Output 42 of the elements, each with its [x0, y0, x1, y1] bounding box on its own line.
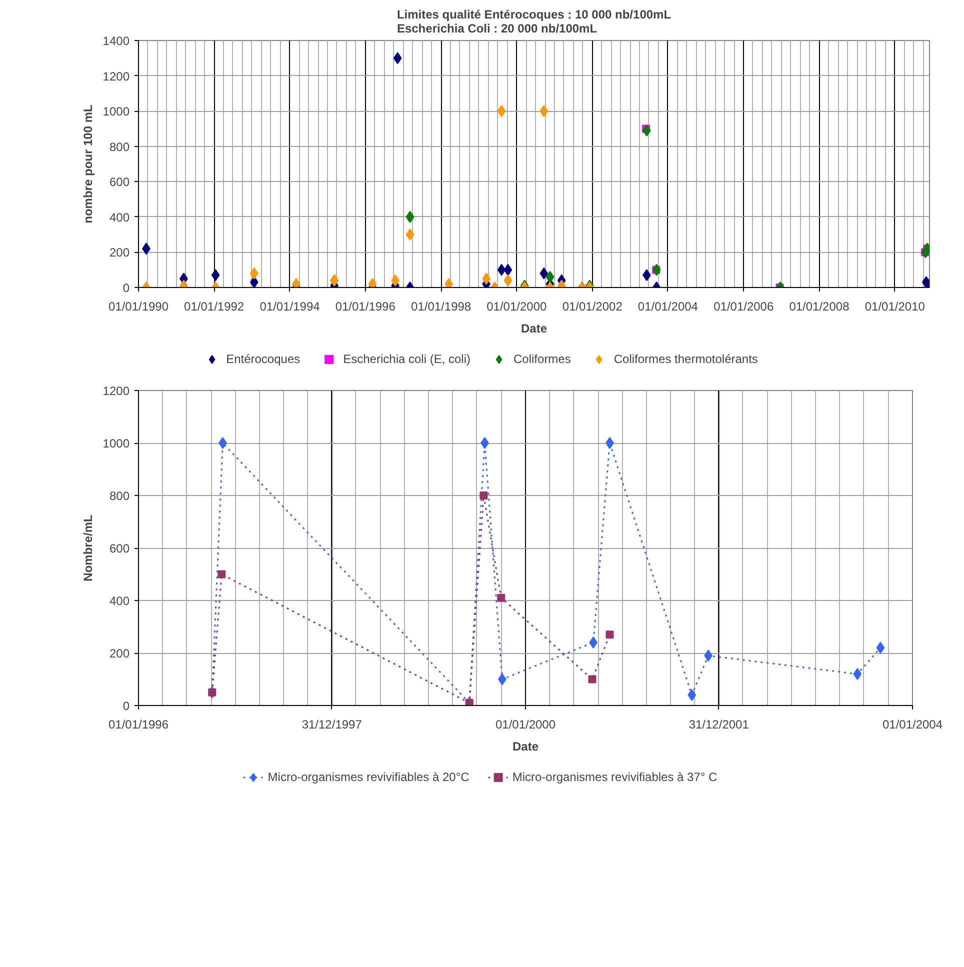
y-tick-label: 1400	[102, 34, 130, 48]
x-tick-label: 01/01/2002	[562, 300, 623, 314]
x-tick-label: 31/12/1997	[302, 718, 362, 732]
y-tick-label: 200	[109, 646, 130, 660]
y-tick-label: 400	[109, 210, 130, 224]
chart-title: Limites qualité Entérocoques : 10 000 nb/100mL Escherichia Coli : 20 000 nb/100mL	[396, 8, 672, 36]
legend-label: Escherichia coli (E, coli)	[343, 352, 471, 366]
x-tick-label: 01/01/2004	[638, 300, 698, 314]
legend-label: Micro-organismes revivifiables à 37° C	[512, 770, 718, 784]
y-tick-label: 1000	[102, 436, 130, 450]
y-axis-title: Nombre/mL	[80, 514, 95, 582]
y-tick-label: 600	[109, 542, 130, 556]
legend-label: Entérocoques	[226, 352, 300, 366]
legend-label: Coliformes thermotolérants	[614, 352, 758, 366]
x-tick-label: 01/01/2000	[486, 300, 548, 314]
x-tick-label: 01/01/1998	[411, 300, 472, 314]
x-tick-label: 01/01/2010	[864, 300, 926, 314]
y-tick-label: 800	[109, 140, 130, 154]
x-tick-label: 01/01/2004	[882, 718, 943, 732]
x-tick-label: 01/01/1990	[108, 300, 169, 314]
legend-label: Micro-organismes revivifiables à 20°C	[268, 770, 470, 784]
x-tick-label: 01/01/1992	[184, 300, 244, 314]
x-tick-label: 31/12/2001	[688, 718, 750, 732]
y-tick-label: 800	[109, 489, 130, 503]
y-tick-label: 1200	[102, 69, 130, 84]
y-tick-label: 600	[109, 175, 130, 190]
y-tick-label: 400	[109, 594, 130, 608]
y-tick-label: 1200	[102, 384, 130, 398]
y-tick-label: 200	[109, 246, 130, 260]
x-tick-label: 01/01/1994	[260, 300, 320, 314]
legend-label: Coliformes	[514, 352, 571, 366]
x-tick-label: 01/01/2006	[714, 300, 774, 314]
x-tick-label: 01/01/2008	[789, 300, 850, 314]
x-tick-label: 01/01/2000	[495, 718, 556, 732]
y-tick-label: 0	[122, 699, 130, 713]
x-axis-title: Date	[512, 740, 539, 754]
y-axis-title: nombre pour 100 mL	[80, 104, 95, 224]
y-tick-label: 0	[122, 281, 130, 295]
x-tick-label: 01/01/1996	[335, 300, 396, 314]
x-tick-label: 01/01/1996	[108, 718, 169, 732]
y-tick-label: 1000	[102, 104, 130, 119]
x-axis-title: Date	[520, 322, 548, 336]
